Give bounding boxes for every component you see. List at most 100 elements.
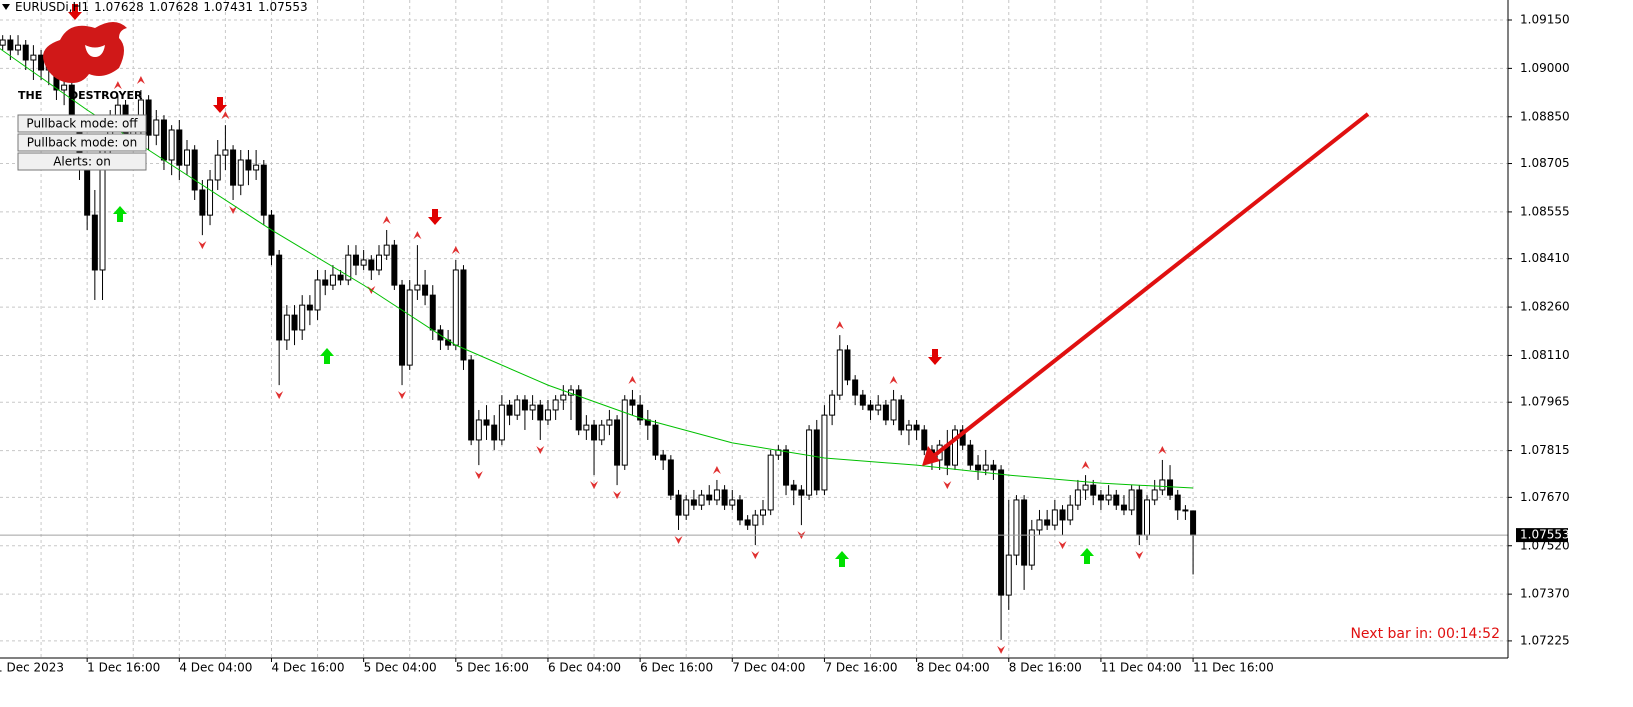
fractal-up xyxy=(221,111,230,120)
candle-body xyxy=(291,314,298,331)
candle-body xyxy=(376,254,382,271)
fractal-down xyxy=(751,551,760,560)
x-tick-label: 6 Dec 04:00 xyxy=(548,661,621,675)
candle-body xyxy=(598,424,605,441)
fractal-up xyxy=(889,375,898,384)
candle-body xyxy=(867,404,874,411)
candle-body xyxy=(652,424,659,456)
candle-body xyxy=(967,444,974,466)
candle-body xyxy=(84,169,91,216)
candle-body xyxy=(1013,499,1020,556)
candle-body xyxy=(38,54,45,71)
candle-body xyxy=(552,399,559,411)
candle-body xyxy=(422,284,429,296)
candle-body xyxy=(337,274,344,281)
button-label[interactable]: Pullback mode: on xyxy=(27,136,137,150)
candle-body xyxy=(767,454,774,511)
candle-body xyxy=(352,254,359,266)
candle-body xyxy=(514,399,521,416)
buy-arrow xyxy=(1080,548,1094,564)
x-tick-label: 7 Dec 16:00 xyxy=(824,661,897,675)
fractal-down xyxy=(590,481,599,490)
candle-body xyxy=(990,464,997,471)
fractal-up xyxy=(413,231,422,240)
button-label[interactable]: Alerts: on xyxy=(53,155,111,169)
candle-body xyxy=(283,314,290,341)
fractal-down xyxy=(1058,541,1067,550)
fractal-up xyxy=(451,245,460,254)
candle-body xyxy=(483,419,490,426)
fractal-down xyxy=(474,471,483,480)
candle-body xyxy=(1074,489,1081,506)
candle-body xyxy=(237,159,244,186)
candle-body xyxy=(752,514,759,526)
candle-body xyxy=(414,284,421,291)
button[interactable] xyxy=(17,114,147,133)
button[interactable] xyxy=(17,152,147,171)
candle-body xyxy=(214,154,221,181)
candle-body xyxy=(591,424,598,441)
candle-body xyxy=(475,419,482,441)
candle-body xyxy=(1144,499,1150,536)
candle-body xyxy=(468,359,475,441)
fractal-up xyxy=(1158,445,1167,454)
candle-body xyxy=(506,404,513,416)
candle-body xyxy=(368,259,375,271)
candle-body xyxy=(521,399,528,411)
candle-body xyxy=(30,54,37,61)
x-tick-label: 11 Dec 16:00 xyxy=(1193,661,1274,675)
candle-body xyxy=(583,424,590,431)
candle-body xyxy=(882,404,889,421)
y-tick-label: 1.08850 xyxy=(1520,109,1570,123)
candle-body xyxy=(145,99,152,136)
candle-body xyxy=(736,499,743,521)
candle-body xyxy=(921,429,928,451)
candle-body xyxy=(1190,510,1197,536)
header: EURUSDi,H1 1.07628 1.07628 1.07431 1.075… xyxy=(2,0,308,14)
candle-body xyxy=(191,149,198,191)
candle-body xyxy=(15,44,22,51)
candle-body xyxy=(690,499,697,506)
moving-average xyxy=(0,48,1194,489)
sell-arrow xyxy=(428,209,442,225)
fractal-down xyxy=(943,481,952,490)
candle-body xyxy=(322,279,329,286)
fractal-up xyxy=(835,321,844,330)
button-label[interactable]: Pullback mode: off xyxy=(26,117,138,131)
candle-body xyxy=(491,424,498,441)
y-tick-label: 1.09150 xyxy=(1520,12,1570,26)
candle-body xyxy=(675,494,682,516)
candle-body xyxy=(706,494,713,501)
logo: THE DESTROYER xyxy=(18,22,143,102)
candle-body xyxy=(1044,519,1051,526)
buttons: Pullback mode: off Pullback mode: on Ale… xyxy=(17,114,147,171)
x-tick-label: 1 Dec 2023 xyxy=(0,661,64,675)
candle-body xyxy=(529,404,536,411)
candle-body xyxy=(1105,494,1112,501)
candle-body xyxy=(905,424,912,431)
x-tick-label: 8 Dec 16:00 xyxy=(1009,661,1082,675)
x-tick-label: 7 Dec 04:00 xyxy=(732,661,805,675)
y-tick-label: 1.08260 xyxy=(1520,300,1570,314)
fractal-down xyxy=(198,241,207,250)
candle-body xyxy=(975,464,982,471)
y-tick-label: 1.08410 xyxy=(1520,251,1570,265)
y-tick-label: 1.08555 xyxy=(1520,204,1570,218)
candle-body xyxy=(621,399,628,466)
y-tick-label: 1.08110 xyxy=(1520,348,1570,362)
candle-body xyxy=(399,284,406,366)
candle-body xyxy=(844,349,851,381)
fractal-up xyxy=(628,375,637,384)
candle-body xyxy=(1005,554,1012,596)
candle-body xyxy=(806,429,813,496)
candle-body xyxy=(821,414,828,491)
logo-text: DESTROYER xyxy=(69,89,143,102)
candle-body xyxy=(713,489,720,501)
x-tick-label: 5 Dec 04:00 xyxy=(364,661,437,675)
candle-body xyxy=(452,269,459,346)
candle-body xyxy=(637,404,644,421)
button[interactable] xyxy=(17,133,147,152)
candle-body xyxy=(1036,519,1043,531)
candle-body xyxy=(329,274,336,286)
candle-body xyxy=(1113,494,1120,506)
